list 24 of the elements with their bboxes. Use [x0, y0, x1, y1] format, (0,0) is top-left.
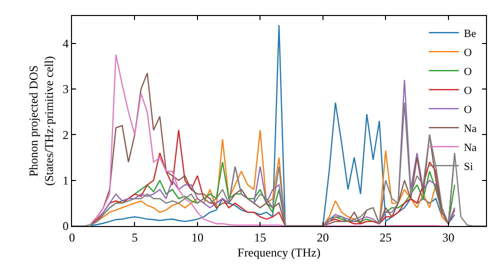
legend-label: Be	[464, 28, 476, 40]
x-axis-title: Frequency (THz)	[238, 245, 320, 260]
legend-label: Na	[464, 122, 477, 135]
y-tick-label: 1	[62, 174, 69, 188]
y-tick-label: 0	[62, 219, 69, 234]
legend-label: Na	[464, 142, 477, 154]
line-series	[90, 24, 456, 226]
legend-label: Si	[464, 160, 474, 173]
legend-label: O	[464, 46, 472, 59]
x-tick-label: 10	[191, 230, 204, 244]
line-series	[90, 130, 456, 226]
y-tick-label: 3	[62, 82, 69, 96]
x-tick-label: 20	[316, 230, 329, 244]
y-tick-label: 2	[62, 128, 69, 142]
legend-label: O	[464, 104, 472, 116]
legend-label: O	[464, 66, 472, 78]
x-tick-label: 30	[442, 230, 454, 244]
y-axis-title: Phonon projected DOS (States/THz·primitive cell)	[26, 56, 56, 186]
x-tick-label: 15	[254, 230, 266, 244]
x-tick-label: 25	[380, 230, 392, 244]
legend-label: O	[464, 84, 472, 97]
y-tick-label: 4	[62, 36, 69, 51]
x-tick-label: 5	[132, 230, 138, 244]
line-series	[72, 102, 486, 226]
